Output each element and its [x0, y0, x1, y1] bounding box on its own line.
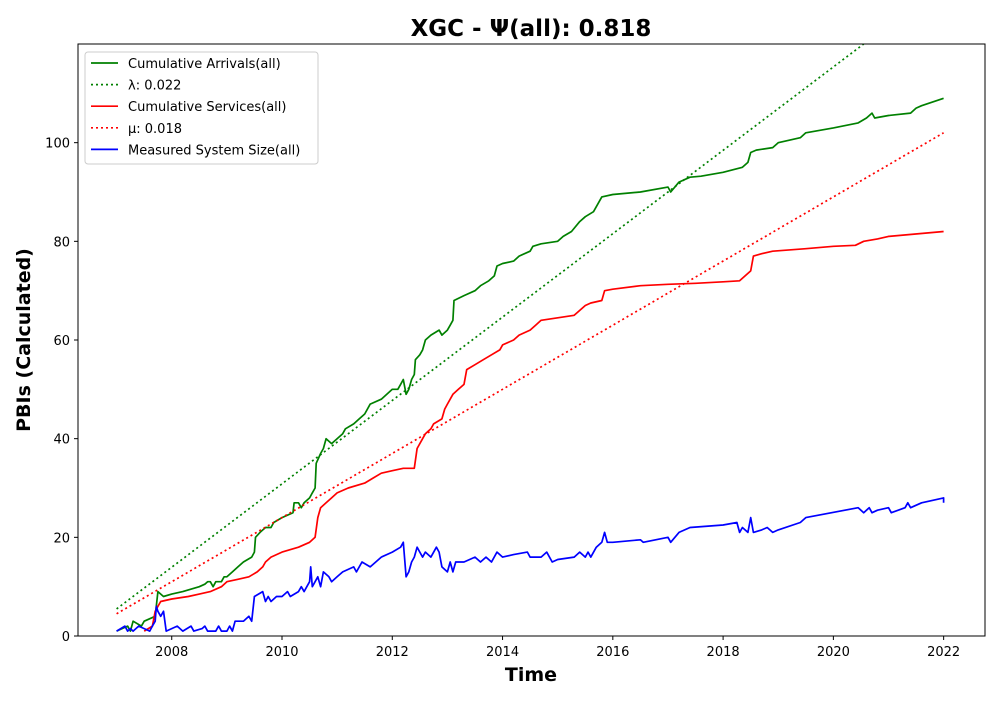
chart-title: XGC - Ψ(all): 0.818: [411, 16, 652, 42]
series-line-2: [143, 230, 944, 632]
x-tick-label: 2020: [817, 645, 850, 660]
x-axis-label: Time: [505, 664, 557, 686]
legend-label-4: Measured System Size(all): [128, 143, 300, 158]
ticks-layer: 2008 2010 2012 2014 2016 2018 2020 2022 0 20 40 60 8…: [45, 137, 960, 660]
legend-label-0: Cumulative Arrivals(all): [128, 57, 281, 72]
y-axis-label: PBIs (Calculated): [13, 248, 35, 432]
series-line-4: [116, 497, 945, 632]
x-tick-label: 2014: [486, 645, 519, 660]
y-tick-label: 40: [53, 433, 70, 448]
x-tick-label: 2008: [155, 645, 188, 660]
x-tick-label: 2018: [707, 645, 740, 660]
y-tick-label: 0: [62, 630, 70, 645]
series-line-1: [116, 44, 865, 610]
y-tick-label: 20: [53, 531, 70, 546]
legend: Cumulative Arrivals(all) λ: 0.022 Cumulati…: [84, 51, 319, 165]
series-line-0: [116, 97, 944, 632]
y-tick-label: 100: [45, 137, 70, 152]
plot-frame: [77, 43, 986, 637]
series-layer: [116, 44, 945, 632]
x-tick-label: 2016: [596, 645, 629, 660]
y-tick-label: 80: [53, 235, 70, 250]
x-tick-label: 2022: [927, 645, 960, 660]
legend-label-3: μ: 0.018: [128, 122, 182, 137]
y-tick-label: 60: [53, 334, 70, 349]
legend-label-1: λ: 0.022: [128, 79, 181, 94]
legend-box: [84, 51, 319, 165]
x-tick-label: 2012: [376, 645, 409, 660]
legend-label-2: Cumulative Services(all): [128, 100, 286, 115]
x-tick-label: 2010: [265, 645, 298, 660]
